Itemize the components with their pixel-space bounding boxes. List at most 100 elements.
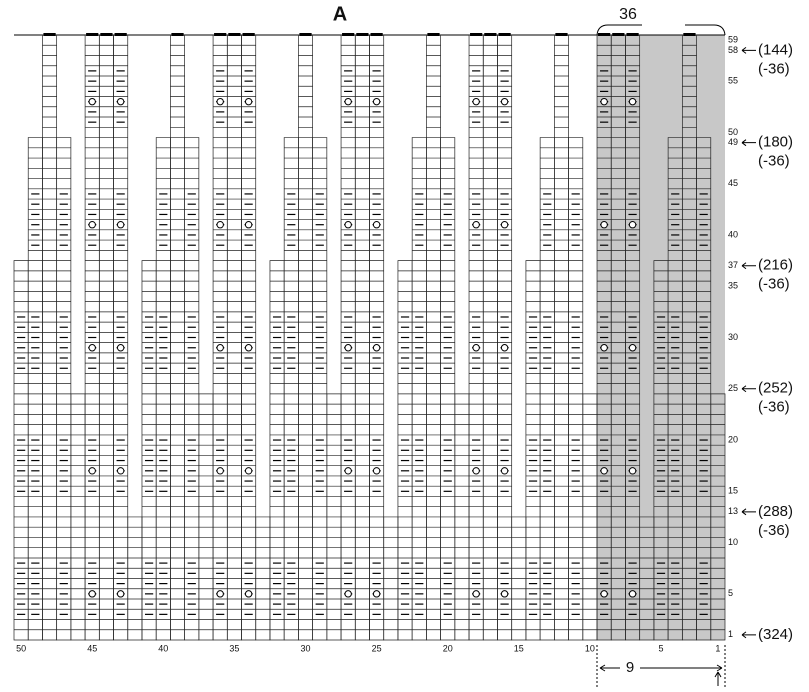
stitch-column bbox=[539, 137, 555, 641]
stitch-count: (216) bbox=[758, 257, 793, 274]
top-bar bbox=[100, 33, 113, 36]
top-bar bbox=[342, 33, 355, 36]
stitch-column bbox=[326, 393, 342, 641]
top-bar bbox=[470, 33, 483, 36]
stitch-column bbox=[411, 137, 427, 641]
stitch-column bbox=[426, 34, 441, 641]
grid bbox=[13, 33, 726, 641]
stitch-column bbox=[383, 516, 399, 641]
stitch-column bbox=[155, 137, 171, 641]
stitch-column bbox=[113, 34, 129, 641]
yarn-over bbox=[628, 590, 637, 598]
column-label: 5 bbox=[659, 643, 664, 653]
yarn-over bbox=[600, 221, 608, 229]
stitch-column bbox=[98, 34, 114, 641]
stitch-column bbox=[127, 516, 143, 641]
stitch-count: (144) bbox=[758, 41, 793, 58]
stitch-column bbox=[283, 137, 299, 641]
yarn-over bbox=[344, 97, 352, 106]
row-label: 35 bbox=[728, 281, 738, 291]
yarn-over bbox=[216, 221, 224, 229]
stitch-change: (-36) bbox=[758, 276, 790, 293]
yarn-over bbox=[344, 467, 352, 475]
stitch-column bbox=[511, 516, 527, 641]
chart-title: A bbox=[333, 3, 347, 25]
top-bar bbox=[683, 33, 696, 36]
top-bar bbox=[114, 33, 127, 36]
yarn-over bbox=[372, 97, 381, 106]
top-bar bbox=[427, 33, 440, 36]
yarn-over bbox=[244, 590, 253, 598]
count-arrow bbox=[741, 46, 756, 54]
column-label: 15 bbox=[514, 643, 524, 653]
stitch-column bbox=[696, 137, 712, 641]
yarn-over bbox=[600, 590, 608, 598]
row-label: 58 bbox=[728, 45, 738, 55]
yarn-over bbox=[88, 344, 96, 352]
top-bar bbox=[612, 33, 625, 36]
yarn-over bbox=[500, 221, 509, 229]
top-bar bbox=[242, 33, 255, 36]
yarn-over bbox=[244, 221, 253, 229]
stitch-count: (252) bbox=[758, 380, 793, 397]
stitch-column bbox=[42, 34, 58, 641]
yarn-over bbox=[372, 221, 381, 229]
top-bar bbox=[356, 33, 369, 36]
yarn-over bbox=[372, 344, 381, 352]
top-bar bbox=[626, 33, 639, 36]
yarn-over bbox=[116, 467, 125, 475]
stitch-column bbox=[312, 137, 328, 641]
yarn-over bbox=[244, 97, 253, 106]
count-arrow bbox=[741, 139, 756, 147]
stitch-count: (324) bbox=[758, 626, 793, 643]
top-bar bbox=[171, 33, 184, 36]
yarn-over bbox=[628, 221, 637, 229]
stitch-column bbox=[241, 34, 257, 641]
yarn-over bbox=[216, 590, 224, 598]
yarn-over bbox=[216, 467, 224, 475]
yarn-over bbox=[472, 344, 480, 352]
stitch-column bbox=[70, 393, 86, 641]
stitch-column bbox=[198, 393, 214, 641]
stitch-column bbox=[681, 34, 697, 641]
yarn-over bbox=[116, 590, 125, 598]
yarn-over bbox=[628, 344, 637, 352]
column-label: 50 bbox=[16, 643, 26, 653]
top-bar bbox=[214, 33, 227, 36]
yarn-over bbox=[116, 221, 125, 229]
yarn-over bbox=[216, 344, 224, 352]
stitch-count: (288) bbox=[758, 503, 793, 520]
yarn-over bbox=[88, 467, 96, 475]
row-label: 1 bbox=[728, 629, 733, 639]
row-label: 25 bbox=[728, 383, 738, 393]
top-bar bbox=[484, 33, 497, 36]
yarn-over bbox=[500, 467, 509, 475]
stitch-column bbox=[27, 137, 43, 641]
stitch-count: (180) bbox=[758, 134, 793, 151]
stitch-change: (-36) bbox=[758, 399, 790, 416]
top-bar bbox=[228, 33, 241, 36]
row-label: 55 bbox=[728, 76, 738, 86]
column-label: 20 bbox=[443, 643, 453, 653]
column-label: 40 bbox=[158, 643, 168, 653]
yarn-over bbox=[88, 221, 96, 229]
yarn-over bbox=[500, 97, 509, 106]
column-label: 30 bbox=[301, 643, 311, 653]
yarn-over bbox=[216, 97, 224, 106]
yarn-over bbox=[244, 467, 253, 475]
stitch-column bbox=[625, 34, 641, 641]
yarn-over bbox=[116, 344, 125, 352]
yarn-over bbox=[500, 344, 509, 352]
yarn-over bbox=[628, 97, 637, 106]
stitch-column bbox=[497, 34, 513, 641]
row-label: 40 bbox=[728, 229, 738, 239]
yarn-over bbox=[472, 97, 480, 106]
row-label: 10 bbox=[728, 537, 738, 547]
count-arrow bbox=[741, 508, 756, 516]
stitch-column bbox=[170, 34, 185, 641]
yarn-over bbox=[372, 467, 381, 475]
row-label: 5 bbox=[728, 588, 733, 598]
stitch-column bbox=[226, 34, 242, 641]
stitch-column bbox=[369, 34, 385, 641]
